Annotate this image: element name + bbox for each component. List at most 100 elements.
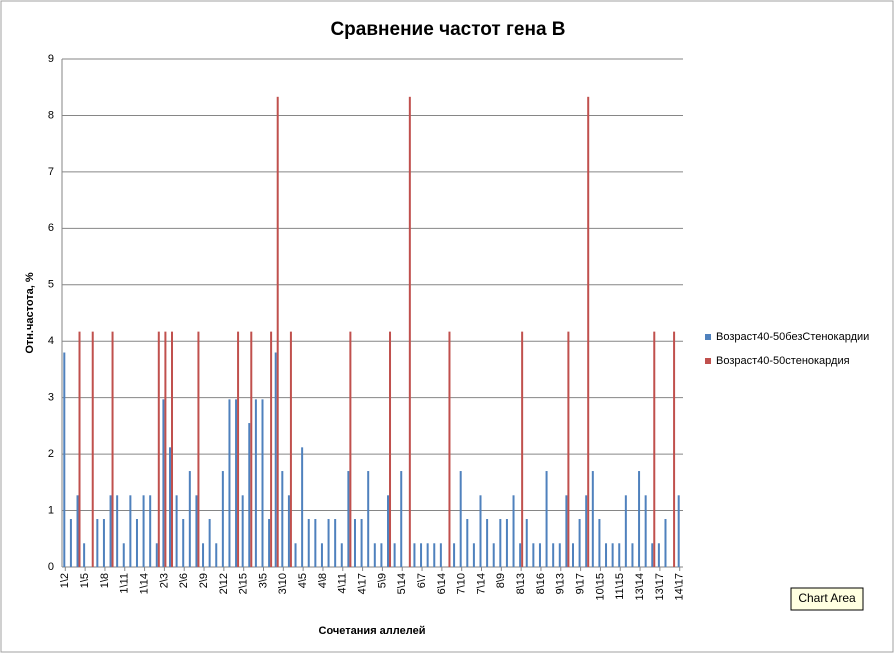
- bar: [611, 543, 614, 567]
- bar: [651, 543, 654, 567]
- bar: [235, 399, 238, 567]
- bar: [433, 543, 436, 567]
- bar: [653, 331, 656, 567]
- x-tick-label: 13\14: [634, 573, 646, 601]
- bar: [466, 519, 469, 567]
- bar: [142, 495, 145, 567]
- bar: [274, 352, 277, 567]
- bar: [261, 399, 264, 567]
- bar: [171, 331, 174, 567]
- x-tick-label: 2\12: [218, 573, 230, 594]
- bar: [155, 543, 158, 567]
- y-tick-label: 0: [48, 561, 54, 573]
- bar: [400, 471, 403, 567]
- bar: [567, 331, 570, 567]
- y-tick-label: 3: [48, 392, 54, 404]
- bar: [479, 495, 482, 567]
- bar: [420, 543, 423, 567]
- bar: [63, 352, 66, 567]
- x-tick-label: 9\13: [555, 573, 567, 594]
- x-tick-label: 2\15: [238, 573, 250, 594]
- bar: [624, 495, 627, 567]
- bar: [334, 519, 337, 567]
- x-tick-label: 2\9: [198, 573, 210, 588]
- bar: [197, 331, 200, 567]
- bar: [552, 543, 555, 567]
- bar: [492, 543, 495, 567]
- bar: [157, 331, 160, 567]
- legend-label: Возраст40-50стенокардия: [716, 355, 850, 367]
- bar: [512, 495, 515, 567]
- bar: [353, 519, 356, 567]
- bar: [102, 519, 105, 567]
- bar: [250, 331, 253, 567]
- bar: [413, 543, 416, 567]
- bar: [486, 519, 489, 567]
- bar: [538, 543, 541, 567]
- bar: [505, 519, 508, 567]
- bar: [519, 543, 522, 567]
- bar: [83, 543, 86, 567]
- bar: [268, 519, 271, 567]
- x-tick-label: 14\17: [674, 573, 686, 601]
- bar: [558, 543, 561, 567]
- bar: [215, 543, 218, 567]
- bar: [294, 543, 297, 567]
- bar: [301, 447, 304, 567]
- x-tick-label: 1\8: [99, 573, 111, 588]
- bar: [69, 519, 72, 567]
- bar: [499, 519, 502, 567]
- y-tick-label: 2: [48, 448, 54, 460]
- bar: [202, 543, 205, 567]
- bar: [307, 519, 310, 567]
- bar: [605, 543, 608, 567]
- tooltip: Chart Area: [798, 591, 856, 605]
- y-tick-label: 8: [48, 109, 54, 121]
- legend-swatch: [705, 334, 711, 340]
- y-tick-label: 4: [48, 335, 54, 347]
- x-tick-label: 1\14: [138, 573, 150, 594]
- bar: [327, 519, 330, 567]
- bar: [208, 519, 211, 567]
- bar: [426, 543, 429, 567]
- bar: [545, 471, 548, 567]
- bar: [129, 495, 132, 567]
- bar: [521, 331, 524, 567]
- bar: [109, 495, 112, 567]
- bar: [448, 331, 451, 567]
- legend-label: Возраст40-50безСтенокардии: [716, 331, 869, 343]
- x-tick-label: 2\6: [178, 573, 190, 588]
- bar: [248, 423, 251, 567]
- bar: [565, 495, 568, 567]
- bar: [237, 331, 240, 567]
- y-tick-label: 6: [48, 222, 54, 234]
- bar: [135, 519, 138, 567]
- x-axis-title: Сочетания аллелей: [319, 625, 426, 637]
- bar: [373, 543, 376, 567]
- bar: [472, 543, 475, 567]
- x-tick-label: 9\17: [575, 573, 587, 594]
- bar: [459, 471, 462, 567]
- bar: [380, 543, 383, 567]
- bar: [228, 399, 231, 567]
- bar: [320, 543, 323, 567]
- x-tick-label: 2\3: [158, 573, 170, 588]
- bar: [439, 543, 442, 567]
- x-tick-label: 7\10: [456, 573, 468, 594]
- x-tick-label: 5\14: [396, 573, 408, 594]
- y-tick-label: 1: [48, 504, 54, 516]
- x-tick-label: 3\5: [257, 573, 269, 588]
- bar: [96, 519, 99, 567]
- bar: [149, 495, 152, 567]
- bar: [367, 471, 370, 567]
- bar: [340, 543, 343, 567]
- x-tick-label: 6\7: [416, 573, 428, 588]
- x-tick-label: 3\10: [277, 573, 289, 594]
- bar: [571, 543, 574, 567]
- bar: [677, 495, 680, 567]
- bar: [360, 519, 363, 567]
- x-tick-label: 8\9: [495, 573, 507, 588]
- bar: [162, 399, 165, 567]
- bar: [221, 471, 224, 567]
